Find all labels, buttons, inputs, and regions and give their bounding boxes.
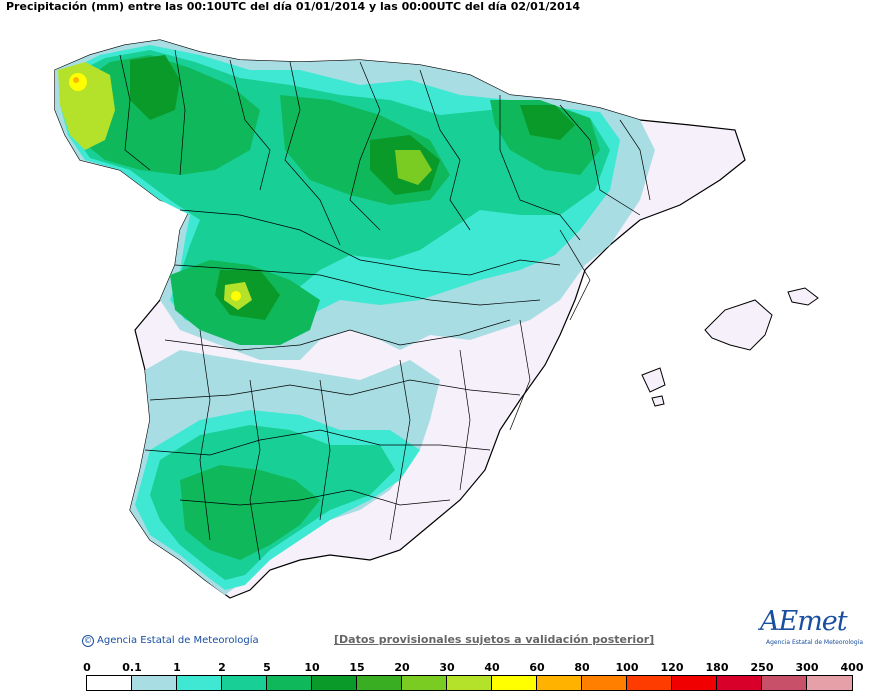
- legend-swatch: [447, 676, 492, 690]
- aemet-logo[interactable]: AEmet Agencia Estatal de Meteorología: [760, 606, 863, 650]
- agency-credit[interactable]: © Agencia Estatal de Meteorología: [82, 635, 259, 647]
- legend-swatch: [132, 676, 177, 690]
- zone-green-andalucia: [180, 465, 320, 560]
- legend-swatch: [402, 676, 447, 690]
- legend-label: 20: [394, 661, 410, 674]
- zone-lime-castilla: [395, 150, 432, 185]
- province-borders: [119, 49, 651, 561]
- map-title: Precipitación (mm) entre las 00:10UTC de…: [6, 0, 581, 13]
- legend-swatch: [267, 676, 312, 690]
- legend-labels: 0 0.1 1 2 5 10 15 20 30 40 60 80 100 120 180 250 300 400: [83, 661, 863, 675]
- ibiza: [641, 367, 666, 393]
- menorca: [787, 287, 819, 306]
- legend-swatch: [312, 676, 357, 690]
- legend-label: 180: [705, 661, 729, 674]
- legend-swatch: [177, 676, 222, 690]
- legend-label: 80: [574, 661, 590, 674]
- legend-label: 5: [263, 661, 271, 674]
- legend-label: 1: [173, 661, 181, 674]
- precipitation-map: [54, 39, 819, 599]
- legend-label: 0.1: [122, 661, 142, 674]
- legend-label: 60: [529, 661, 545, 674]
- legend-label: 0: [83, 661, 91, 674]
- legend-label: 10: [304, 661, 320, 674]
- zone-yellow-extremadura: [231, 291, 241, 301]
- legend-swatch: [582, 676, 627, 690]
- legend-label: 300: [795, 661, 819, 674]
- zone-orange-galicia: [73, 77, 79, 83]
- legend-swatch: [672, 676, 717, 690]
- legend-label: 40: [484, 661, 500, 674]
- copyright-icon: ©: [82, 635, 94, 647]
- aemet-logo-subtitle: Agencia Estatal de Meteorología: [766, 639, 863, 646]
- legend-label: 120: [660, 661, 684, 674]
- legend-label: 15: [349, 661, 365, 674]
- legend-label: 400: [840, 661, 864, 674]
- legend-label: 2: [218, 661, 226, 674]
- provisional-data-note: [Datos provisionales sujetos a validació…: [334, 633, 655, 646]
- legend-label: 30: [439, 661, 455, 674]
- formentera: [651, 395, 665, 407]
- legend-swatch: [627, 676, 672, 690]
- rain-spots: [575, 157, 623, 255]
- legend-label: 250: [750, 661, 774, 674]
- zone-darkgreen-4: [520, 105, 575, 140]
- mallorca: [704, 299, 773, 351]
- legend-label: 100: [615, 661, 639, 674]
- aemet-logo-text: AEmet: [760, 606, 848, 637]
- agency-credit-label: Agencia Estatal de Meteorología: [97, 635, 259, 646]
- zone-darkgreen-1: [130, 55, 180, 120]
- legend-swatch: [357, 676, 402, 690]
- legend-swatch: [807, 676, 852, 690]
- legend-swatch: [762, 676, 807, 690]
- legend-swatch: [537, 676, 582, 690]
- legend-swatch: [87, 676, 132, 690]
- legend-swatch: [492, 676, 537, 690]
- zone-green-galicia: [70, 55, 260, 175]
- legend-bar: [86, 675, 853, 691]
- legend-swatch: [222, 676, 267, 690]
- legend-swatch: [717, 676, 762, 690]
